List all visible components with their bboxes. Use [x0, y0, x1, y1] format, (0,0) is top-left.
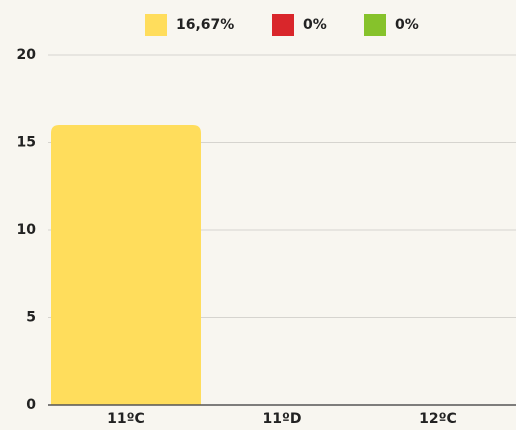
bar — [51, 125, 201, 405]
legend-label: 16,67% — [176, 17, 234, 33]
x-tick-label: 11ºC — [107, 411, 145, 427]
x-tick-label: 11ºD — [263, 411, 302, 427]
y-tick-label: 15 — [17, 135, 36, 151]
y-tick-label: 10 — [17, 222, 37, 238]
legend-swatch — [364, 14, 386, 36]
legend-label: 0% — [303, 17, 327, 33]
legend-swatch — [145, 14, 167, 36]
x-tick-label: 12ºC — [419, 411, 457, 427]
y-tick-label: 0 — [26, 397, 36, 413]
legend-label: 0% — [395, 17, 419, 33]
y-tick-label: 5 — [26, 310, 36, 326]
legend-swatch — [272, 14, 294, 36]
y-tick-label: 20 — [17, 47, 37, 63]
